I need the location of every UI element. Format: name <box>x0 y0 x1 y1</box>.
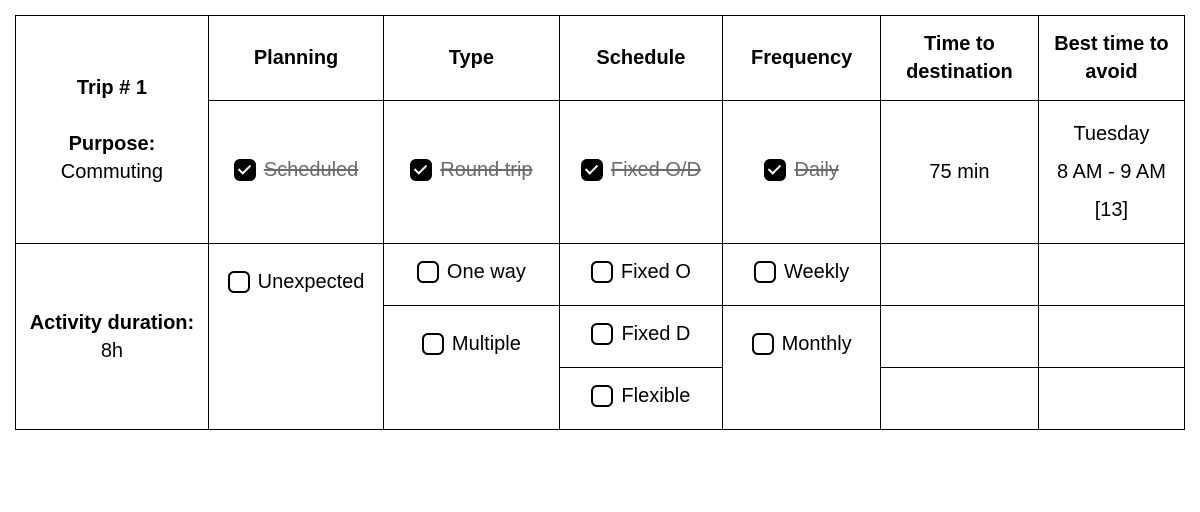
cell-frequency: Daily <box>723 101 881 244</box>
option-label: Scheduled <box>264 156 359 184</box>
best-avoid-line: Tuesday <box>1073 123 1149 145</box>
left-header-activity: Activity duration: 8h <box>16 244 209 430</box>
trip-label: Trip # 1 <box>24 74 200 102</box>
option-label: Weekly <box>784 258 849 286</box>
checkbox-icon[interactable] <box>764 159 786 181</box>
left-header-trip-purpose: Trip # 1 Purpose: Commuting <box>16 16 209 244</box>
activity-label: Activity duration: <box>30 312 194 334</box>
cell-time-dest: 75 min <box>881 101 1039 244</box>
checkbox-icon[interactable] <box>410 159 432 181</box>
col-schedule: Schedule <box>559 16 723 101</box>
checkbox-icon[interactable] <box>591 323 613 345</box>
option-label: Fixed O/D <box>611 156 701 184</box>
option-label: Fixed D <box>621 320 690 348</box>
col-frequency: Frequency <box>723 16 881 101</box>
cell-type: Round trip <box>384 101 559 244</box>
purpose-label: Purpose: <box>69 133 156 155</box>
trip-table: Trip # 1 Purpose: Commuting Planning Typ… <box>15 15 1185 430</box>
option-label: Unexpected <box>258 268 365 296</box>
col-time-dest: Time to destination <box>881 16 1039 101</box>
table-row: Activity duration: 8h Unexpected One way… <box>16 244 1185 306</box>
cell-best-avoid <box>1038 368 1184 430</box>
option-label: One way <box>447 258 526 286</box>
cell-planning: Unexpected <box>208 244 383 430</box>
cell-schedule: Flexible <box>559 368 723 430</box>
header-row: Trip # 1 Purpose: Commuting Planning Typ… <box>16 16 1185 101</box>
option-label: Daily <box>794 156 838 184</box>
cell-schedule: Fixed D <box>559 306 723 368</box>
cell-time-dest <box>881 306 1039 368</box>
cell-schedule: Fixed O/D <box>559 101 723 244</box>
col-type: Type <box>384 16 559 101</box>
option-label: Flexible <box>621 382 690 410</box>
cell-frequency: Monthly <box>723 306 881 430</box>
best-avoid-line: 8 AM - 9 AM <box>1057 161 1166 183</box>
purpose-value: Commuting <box>61 161 163 183</box>
checkbox-icon[interactable] <box>754 261 776 283</box>
checkbox-icon[interactable] <box>228 271 250 293</box>
option-label: Fixed O <box>621 258 691 286</box>
checkbox-icon[interactable] <box>581 159 603 181</box>
checkbox-icon[interactable] <box>417 261 439 283</box>
cell-type: Multiple <box>384 306 559 430</box>
checkbox-icon[interactable] <box>591 261 613 283</box>
option-label: Multiple <box>452 330 521 358</box>
cell-frequency: Weekly <box>723 244 881 306</box>
cell-schedule: Fixed O <box>559 244 723 306</box>
cell-time-dest <box>881 368 1039 430</box>
checkbox-icon[interactable] <box>234 159 256 181</box>
cell-time-dest <box>881 244 1039 306</box>
checkbox-icon[interactable] <box>752 333 774 355</box>
cell-type: One way <box>384 244 559 306</box>
col-planning: Planning <box>208 16 383 101</box>
col-best-avoid: Best time to avoid <box>1038 16 1184 101</box>
best-avoid-line: [13] <box>1095 199 1128 221</box>
cell-best-avoid <box>1038 244 1184 306</box>
option-label: Round trip <box>440 156 532 184</box>
checkbox-icon[interactable] <box>591 385 613 407</box>
cell-planning: Scheduled <box>208 101 383 244</box>
cell-best-avoid: Tuesday 8 AM - 9 AM [13] <box>1038 101 1184 244</box>
option-label: Monthly <box>782 330 852 358</box>
cell-best-avoid <box>1038 306 1184 368</box>
checkbox-icon[interactable] <box>422 333 444 355</box>
activity-value: 8h <box>101 340 123 362</box>
